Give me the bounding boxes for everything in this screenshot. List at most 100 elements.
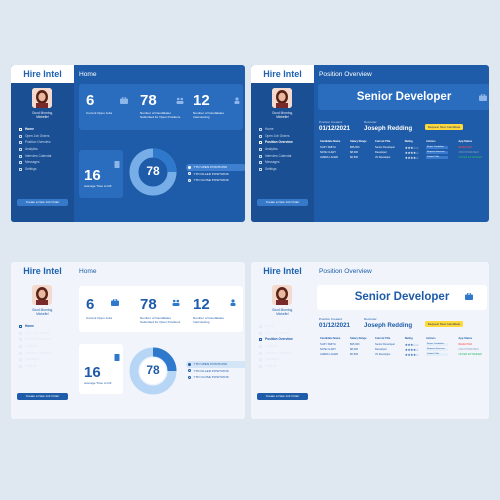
nav-item-messages[interactable]: Messages [19, 159, 71, 166]
candidate-name: NATE CLARY [320, 348, 337, 351]
submitted-candidates-label: Number of Candidates Submitted for Open … [140, 111, 181, 119]
user-name: Michelle! [276, 115, 289, 119]
row-action-button[interactable]: Request Interview [426, 151, 449, 154]
nav-item-analytics[interactable]: Analytics [19, 343, 71, 350]
create-job-order-button[interactable]: Create a New Job Order [17, 199, 68, 206]
nav-item-open-job-orders[interactable]: Open Job Orders [19, 133, 71, 140]
created-label: Position Created [319, 120, 342, 124]
light-home-panel: Hire Intel Good Morning, Michelle! Home … [11, 262, 245, 419]
candidate-name: NATE CLARY [320, 151, 337, 154]
legend-option-filled[interactable]: YTD FILLED POSITIONS [186, 368, 245, 375]
legend-option-filled[interactable]: YTD FILLED POSITIONS [186, 171, 245, 178]
dark-home-panel: Hire Intel Good Morning, Michelle! Home … [11, 65, 245, 222]
row-action-button[interactable]: Submit Offer [426, 353, 449, 356]
nav-item-open-job-orders[interactable]: Open Job Orders [259, 330, 311, 337]
nav-item-open-job-orders[interactable]: Open Job Orders [19, 330, 71, 337]
star-icon: ★ [410, 145, 413, 150]
actions-cell: Request Interview [425, 347, 457, 352]
candidate-salary: $6,500 [350, 353, 359, 356]
nav-list: Home Open Job Orders Position Overview A… [19, 323, 71, 370]
nav-item-position-overview[interactable]: Position Overview [259, 336, 311, 343]
nav-item-open-job-orders[interactable]: Open Job Orders [259, 133, 311, 140]
nav-item-home[interactable]: Home [259, 126, 311, 133]
nav-item-analytics[interactable]: Analytics [259, 146, 311, 153]
nav-item-home[interactable]: Home [19, 126, 71, 133]
legend-option-open[interactable]: YTD OPEN POSITIONS [186, 164, 245, 171]
legend-option-open[interactable]: YTD OPEN POSITIONS [186, 361, 245, 368]
candidate-salary: $8,000 [350, 348, 359, 351]
create-job-order-button[interactable]: Create a New Job Order [257, 199, 308, 206]
nav-item-settings[interactable]: Settings [19, 363, 71, 370]
interviewing-value: 12 [193, 296, 210, 313]
column-header: Candidate Name [320, 337, 341, 340]
nav-item-interview-calendar[interactable]: Interview Calendar [259, 350, 311, 357]
home-icon [259, 324, 262, 328]
create-job-order-button[interactable]: Create a New Job Order [257, 393, 308, 400]
radio-icon [188, 362, 192, 366]
nav-item-settings[interactable]: Settings [259, 166, 311, 173]
open-jobs-value: 6 [86, 296, 95, 313]
nav-item-analytics[interactable]: Analytics [259, 343, 311, 350]
candidate-salary: $6,500 [350, 156, 359, 159]
star-icon: ★ [410, 150, 413, 155]
briefcase-icon [479, 88, 487, 101]
row-action-button[interactable]: Request Interview [426, 348, 449, 351]
nav-item-analytics[interactable]: Analytics [19, 146, 71, 153]
avatar [272, 285, 292, 305]
legend-option-closed[interactable]: YTD CLOSE POSITIONS [186, 374, 245, 381]
nav-item-interview-calendar[interactable]: Interview Calendar [19, 350, 71, 357]
nav-item-messages[interactable]: Messages [19, 356, 71, 363]
star-icon: ☆ [415, 150, 419, 155]
interviewing-label: Number of Candidates Interviewing [193, 316, 224, 324]
star-icon: ★ [412, 347, 416, 352]
table-row[interactable]: NATE CLARY $8,000 Developer ★★★★☆ Request In… [319, 150, 489, 155]
create-job-order-button[interactable]: Create a New Job Order [17, 393, 68, 400]
star-icon: ☆ [415, 145, 419, 150]
table-row[interactable]: NATE CLARY $8,000 Developer ★★★★☆ Request In… [319, 347, 489, 352]
candidate-name: SUZY SMITH [320, 343, 336, 346]
column-header: Rating [404, 337, 413, 340]
row-action-button[interactable]: Submit Offer [426, 156, 449, 159]
nav-item-settings[interactable]: Settings [19, 166, 71, 173]
row-action-button[interactable]: Reject Candidate [426, 343, 449, 346]
table-row[interactable]: SUZY SMITH $95,000 Senior Developer ★★★☆☆ Re… [319, 342, 489, 347]
candidate-title: JS Developer [374, 156, 391, 159]
open-jobs-label: Current Open Jobs [86, 316, 113, 320]
nav-item-messages[interactable]: Messages [259, 159, 311, 166]
nav-item-position-overview[interactable]: Position Overview [259, 139, 311, 146]
nav-item-messages[interactable]: Messages [259, 356, 311, 363]
legend-option-closed[interactable]: YTD CLOSE POSITIONS [186, 177, 245, 184]
actions-cell: Reject Candidate [425, 145, 457, 150]
time-to-fill-value: 16 [84, 364, 101, 381]
logo: Hire Intel [251, 65, 314, 83]
table-row[interactable]: JAMES LACER $6,500 JS Developer ★★★★☆ Submit… [319, 352, 489, 357]
position-main: Position Overview Senior Developer Posit… [314, 262, 489, 419]
rating-stars: ★★★★☆ [404, 352, 425, 357]
radio-icon [188, 375, 192, 379]
nav-item-interview-calendar[interactable]: Interview Calendar [19, 153, 71, 160]
position-main: Position Overview Senior Developer Posit… [314, 65, 489, 222]
nav-item-interview-calendar[interactable]: Interview Calendar [259, 153, 311, 160]
nav-item-position-overview[interactable]: Position Overview [19, 336, 71, 343]
candidate-title: Senior Developer [374, 343, 396, 346]
table-row[interactable]: SUZY SMITH $95,000 Senior Developer ★★★☆☆ Re… [319, 145, 489, 150]
candidate-salary: $95,000 [350, 343, 360, 346]
nav-item-home[interactable]: Home [19, 323, 71, 330]
actions-cell: Submit Offer [425, 352, 457, 357]
recruiter-label: Recruiter: [364, 120, 378, 124]
calendar-icon [19, 351, 22, 355]
nav-item-position-overview[interactable]: Position Overview [19, 139, 71, 146]
open-jobs-value: 6 [86, 92, 95, 109]
row-action-button[interactable]: Reject Candidate [426, 146, 449, 149]
interviewing-label: Number of Candidates Interviewing [193, 111, 224, 119]
document-icon [19, 141, 22, 145]
nav-item-home[interactable]: Home [259, 323, 311, 330]
table-row[interactable]: JAMES LACER $6,500 JS Developer ★★★★☆ Submit… [319, 155, 489, 160]
nav-item-settings[interactable]: Settings [259, 363, 311, 370]
star-icon: ★ [410, 347, 413, 352]
greeting: Good Morning, [271, 308, 294, 312]
request-new-candidate-button[interactable]: Request New Candidate [425, 124, 463, 130]
stats-card: 6 Current Open Jobs 78 Number of Candida… [79, 84, 243, 130]
open-jobs-label: Current Open Jobs [86, 111, 113, 115]
request-new-candidate-button[interactable]: Request New Candidate [425, 321, 463, 327]
